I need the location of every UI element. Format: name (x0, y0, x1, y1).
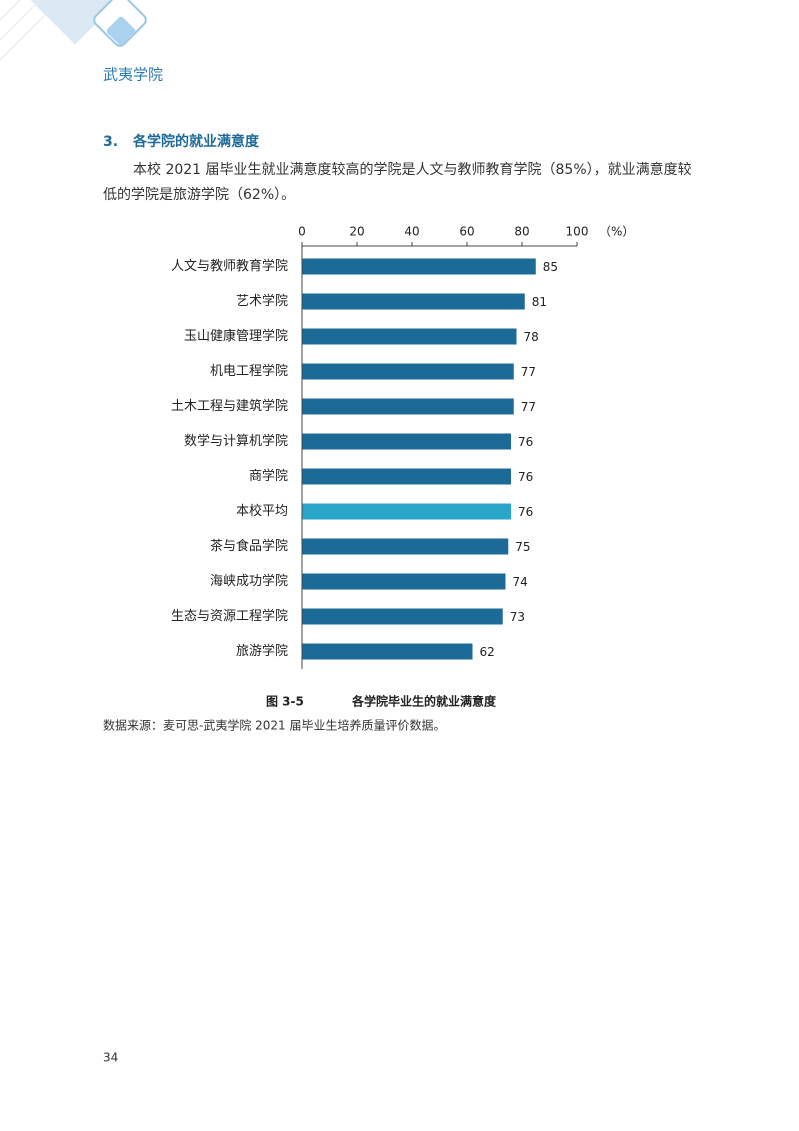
caption-title: 各学院毕业生的就业满意度 (351, 694, 497, 709)
category-label: 人文与教师教育学院 (171, 258, 288, 274)
x-tick-label: 0 (298, 225, 306, 239)
category-label: 机电工程学院 (210, 363, 288, 379)
category-label: 土木工程与建筑学院 (171, 398, 288, 414)
value-label: 76 (518, 505, 533, 519)
x-tick-label: 20 (349, 225, 364, 239)
bar (302, 328, 517, 345)
value-label: 78 (524, 330, 539, 344)
bar (302, 433, 511, 450)
category-label: 茶与食品学院 (210, 538, 288, 554)
section-title: 各学院的就业满意度 (132, 133, 260, 150)
corner-decoration (0, 0, 147, 61)
source-note: 数据来源：麦可思-武夷学院 2021 届毕业生培养质量评价数据。 (103, 718, 446, 733)
value-label: 74 (513, 575, 528, 589)
x-tick-label: 60 (459, 225, 474, 239)
header-title: 武夷学院 (103, 66, 163, 84)
category-label: 数学与计算机学院 (184, 433, 288, 449)
bar (302, 608, 503, 625)
category-label: 海峡成功学院 (210, 573, 288, 589)
category-label: 本校平均 (236, 503, 288, 519)
paragraph-line: 本校 2021 届毕业生就业满意度较高的学院是人文与教师教育学院（85%），就业… (133, 161, 692, 178)
value-label: 73 (510, 610, 525, 624)
bar (302, 643, 473, 660)
value-label: 76 (518, 435, 533, 449)
bar (302, 573, 506, 590)
bar (302, 398, 514, 415)
bar (302, 258, 536, 275)
category-label: 商学院 (249, 468, 288, 484)
x-unit: （%） (599, 225, 634, 239)
value-label: 85 (543, 260, 558, 274)
paragraph-line: 低的学院是旅游学院（62%）。 (103, 187, 295, 203)
value-label: 77 (521, 400, 536, 414)
x-tick-label: 80 (514, 225, 529, 239)
caption-number: 图 3-5 (266, 695, 304, 709)
value-label: 77 (521, 365, 536, 379)
bar (302, 538, 509, 555)
category-label: 生态与资源工程学院 (171, 608, 288, 624)
bar (302, 468, 511, 485)
value-label: 81 (532, 295, 547, 309)
bar (302, 503, 511, 520)
value-label: 62 (480, 645, 495, 659)
page-number: 34 (103, 1051, 118, 1065)
category-label: 艺术学院 (236, 293, 288, 309)
bar (302, 363, 514, 380)
x-tick-label: 100 (566, 225, 589, 239)
category-label: 旅游学院 (236, 643, 288, 659)
category-label: 玉山健康管理学院 (184, 328, 288, 344)
value-label: 75 (515, 540, 530, 554)
x-tick-label: 40 (404, 225, 419, 239)
chart: 0 20 40 60 80 100 （%） 人文与教师教育学院 85 艺术学院 81 玉山健康管理学院… (171, 225, 634, 669)
value-label: 76 (518, 470, 533, 484)
bar (302, 293, 525, 310)
section-number: 3. (103, 134, 118, 150)
